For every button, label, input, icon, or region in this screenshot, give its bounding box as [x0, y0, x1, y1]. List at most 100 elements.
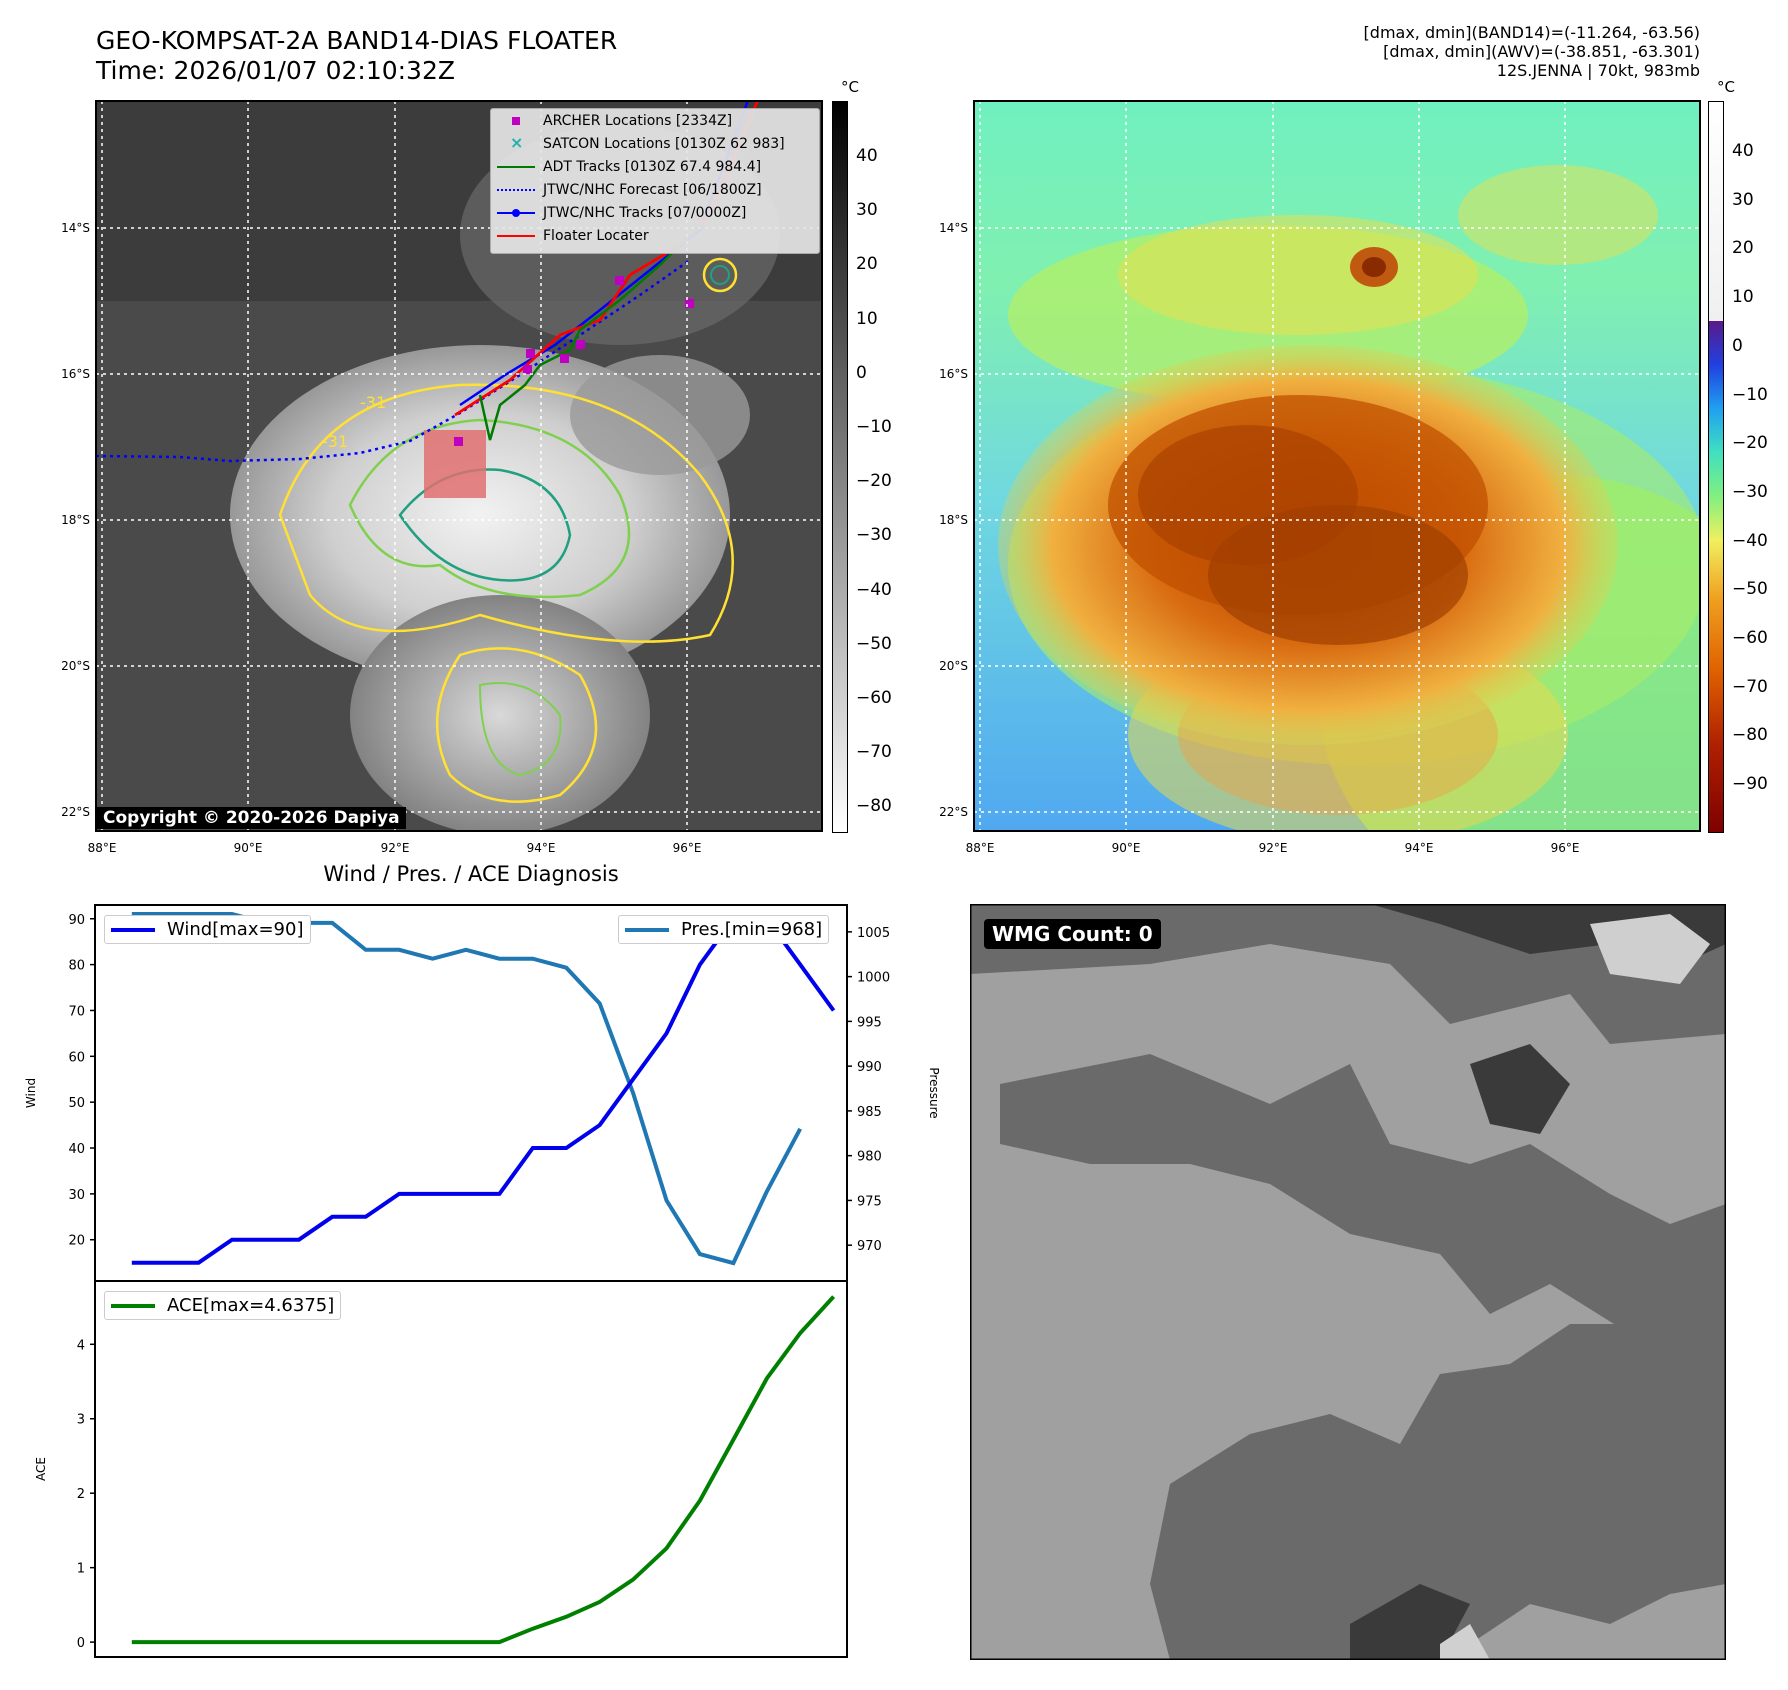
legend-archer: ARCHER Locations [2334Z]	[491, 109, 819, 132]
ace-axis-tick-label: 1	[77, 1562, 85, 1577]
pressure-axis-tick-label: 985	[857, 1105, 882, 1120]
legend-jtwc-forecast: JTWC/NHC Forecast [06/1800Z]	[491, 178, 819, 201]
wind-axis-tick-label: 70	[68, 1004, 85, 1019]
awv-colorbar-tick-label: 10	[1732, 287, 1754, 308]
awv-colorbar-tick-label: −70	[1732, 676, 1768, 697]
wind-axis-label: Wind	[24, 1078, 38, 1108]
wind-axis-tick-label: 80	[68, 959, 85, 974]
lon-label-88e: 88°E	[966, 841, 995, 855]
lon-label-88e: 88°E	[88, 841, 117, 855]
lon-label-94e: 94°E	[527, 841, 556, 855]
wind-series-line	[131, 916, 836, 1265]
lat-label-18s: 18°S	[939, 513, 968, 527]
ir-colorbar-tick-label: −70	[856, 742, 892, 763]
ir-colorbar-tick-label: −50	[856, 633, 892, 654]
lat-label-14s: 14°S	[61, 221, 90, 235]
lat-label-14s: 14°S	[939, 221, 968, 235]
map-legend: ARCHER Locations [2334Z] × SATCON Locati…	[490, 108, 820, 254]
awv-colorbar-tick-label: 30	[1732, 189, 1754, 210]
pressure-axis-tick-label: 975	[857, 1194, 882, 1209]
awv-colorbar-tick-label: −80	[1732, 725, 1768, 746]
ir-colorbar-tick-label: −80	[856, 796, 892, 817]
contour-label-top: -31	[360, 393, 386, 412]
awv-colorbar	[1708, 101, 1724, 833]
ace-axis-label: ACE	[34, 1457, 48, 1481]
pressure-legend: Pres.[min=968]	[618, 915, 830, 944]
wind-axis-tick-label: 20	[68, 1234, 85, 1249]
ir-colorbar-unit: °C	[841, 78, 859, 96]
legend-jtwc-tracks: JTWC/NHC Tracks [07/0000Z]	[491, 201, 819, 224]
awv-colorbar-tick-label: −40	[1732, 530, 1768, 551]
ir-colorbar-tick-label: 10	[856, 308, 878, 329]
awv-colorbar-tick-label: −60	[1732, 628, 1768, 648]
awv-map-svg: 14°S 16°S 18°S 20°S 22°S 88°E 90°E 92°E …	[939, 100, 1701, 855]
legend-satcon: × SATCON Locations [0130Z 62 983]	[491, 132, 819, 155]
lon-label-92e: 92°E	[1259, 841, 1288, 855]
ir-colorbar-tick-label: −20	[856, 471, 892, 492]
legend-adt: ADT Tracks [0130Z 67.4 984.4]	[491, 155, 819, 178]
dotted-line-icon	[497, 182, 535, 198]
lon-label-96e: 96°E	[673, 841, 702, 855]
wind-axis-tick-label: 60	[68, 1050, 85, 1065]
line-swatch-icon	[111, 1303, 155, 1308]
wind-legend: Wind[max=90]	[104, 915, 311, 944]
lat-label-20s: 20°S	[61, 659, 90, 673]
ir-colorbar-tick-label: −10	[856, 417, 892, 437]
ir-colorbar-tick-label: 40	[856, 146, 878, 166]
lon-label-90e: 90°E	[234, 841, 263, 855]
awv-range: [dmax, dmin](AWV)=(-38.851, -63.301)	[1383, 42, 1700, 61]
ace-axis-tick-label: 2	[77, 1487, 85, 1502]
ace-axis-tick-label: 4	[77, 1338, 85, 1353]
awv-colorbar-tick-label: −90	[1732, 774, 1768, 795]
lon-label-90e: 90°E	[1112, 841, 1141, 855]
line-swatch-icon	[111, 927, 155, 932]
pressure-axis-tick-label: 1005	[857, 926, 890, 941]
solid-line-icon	[497, 228, 535, 244]
awv-colorbar-tick-label: 20	[1732, 238, 1754, 259]
wmg-image-svg	[970, 904, 1726, 1660]
ace-axis-tick-label: 0	[77, 1636, 85, 1651]
wind-axis-tick-label: 50	[68, 1096, 85, 1111]
pressure-axis-tick-label: 990	[857, 1060, 882, 1075]
dot-line-icon	[497, 205, 535, 221]
lat-label-20s: 20°S	[939, 659, 968, 673]
ace-series-line	[131, 1295, 836, 1645]
lat-label-16s: 16°S	[61, 367, 90, 381]
solid-line-icon	[497, 159, 535, 175]
pressure-axis-label: Pressure	[927, 1067, 941, 1118]
ir-colorbar-tick-label: 0	[856, 362, 867, 383]
square-marker-icon	[497, 113, 535, 129]
ir-colorbar-tick-label: 30	[856, 200, 878, 221]
wind-axis-tick-label: 90	[68, 913, 85, 928]
ace-axis-tick-label: 3	[77, 1413, 85, 1428]
ir-colorbar-tick-label: −60	[856, 688, 892, 708]
awv-colorbar-tick-label: −30	[1732, 481, 1768, 502]
wmg-count-badge: WMG Count: 0	[984, 919, 1161, 949]
wind-axis-tick-label: 30	[68, 1188, 85, 1203]
ir-colorbar-tick-label: 20	[856, 254, 878, 275]
wind-axis-tick-label: 40	[68, 1142, 85, 1157]
band14-range: [dmax, dmin](BAND14)=(-11.264, -63.56)	[1363, 23, 1700, 42]
awv-colorbar-tick-label: 40	[1732, 141, 1754, 161]
lon-label-94e: 94°E	[1405, 841, 1434, 855]
contour-label-left: -31	[322, 432, 348, 451]
pressure-axis-tick-label: 995	[857, 1015, 882, 1030]
awv-colorbar-tick-label: −20	[1732, 433, 1768, 454]
storm-info: 12S.JENNA | 70kt, 983mb	[1496, 61, 1700, 80]
lon-label-96e: 96°E	[1551, 841, 1580, 855]
figure-time: Time: 2026/01/07 02:10:32Z	[96, 56, 455, 85]
awv-colorbar-tick-label: −50	[1732, 579, 1768, 600]
lon-label-92e: 92°E	[381, 841, 410, 855]
awv-colorbar-unit: °C	[1717, 78, 1735, 96]
legend-floater: Floater Locater	[491, 224, 819, 247]
ir-colorbar	[832, 101, 848, 833]
copyright-label: Copyright © 2020-2026 Dapiya	[97, 807, 406, 829]
ir-colorbar-tick-label: −30	[856, 525, 892, 546]
pressure-axis-tick-label: 980	[857, 1150, 882, 1165]
pressure-axis-tick-label: 1000	[857, 971, 890, 986]
ir-colorbar-tick-label: −40	[856, 579, 892, 600]
lat-label-22s: 22°S	[61, 805, 90, 819]
awv-colorbar-ticks: 40 30 20 10 0 −10 −20 −30 −40 −50 −60 −70 −80 −90	[1728, 0, 1788, 1690]
awv-colorbar-tick-label: −10	[1732, 384, 1768, 405]
